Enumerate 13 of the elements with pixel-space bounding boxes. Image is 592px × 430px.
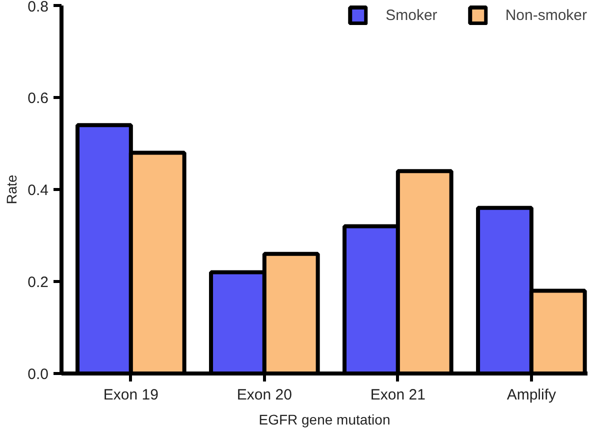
- x-tick-label: Exon 20: [236, 386, 292, 404]
- legend-label: Smoker: [386, 6, 438, 24]
- x-tick-label: Exon 19: [103, 386, 158, 404]
- y-tick-label: 0.2: [28, 274, 49, 291]
- legend-label: Non-smoker: [505, 6, 587, 24]
- y-axis-title: Rate: [4, 174, 20, 204]
- x-tick-label: Amplify: [506, 386, 557, 404]
- x-tick-label: Exon 21: [370, 386, 426, 404]
- y-tick-label: 0.8: [28, 0, 49, 16]
- y-tick-label: 0.4: [28, 182, 49, 199]
- x-axis-title: EGFR gene mutation: [258, 412, 390, 428]
- y-tick-label: 0.6: [28, 90, 49, 107]
- y-tick-label: 0.0: [28, 366, 49, 383]
